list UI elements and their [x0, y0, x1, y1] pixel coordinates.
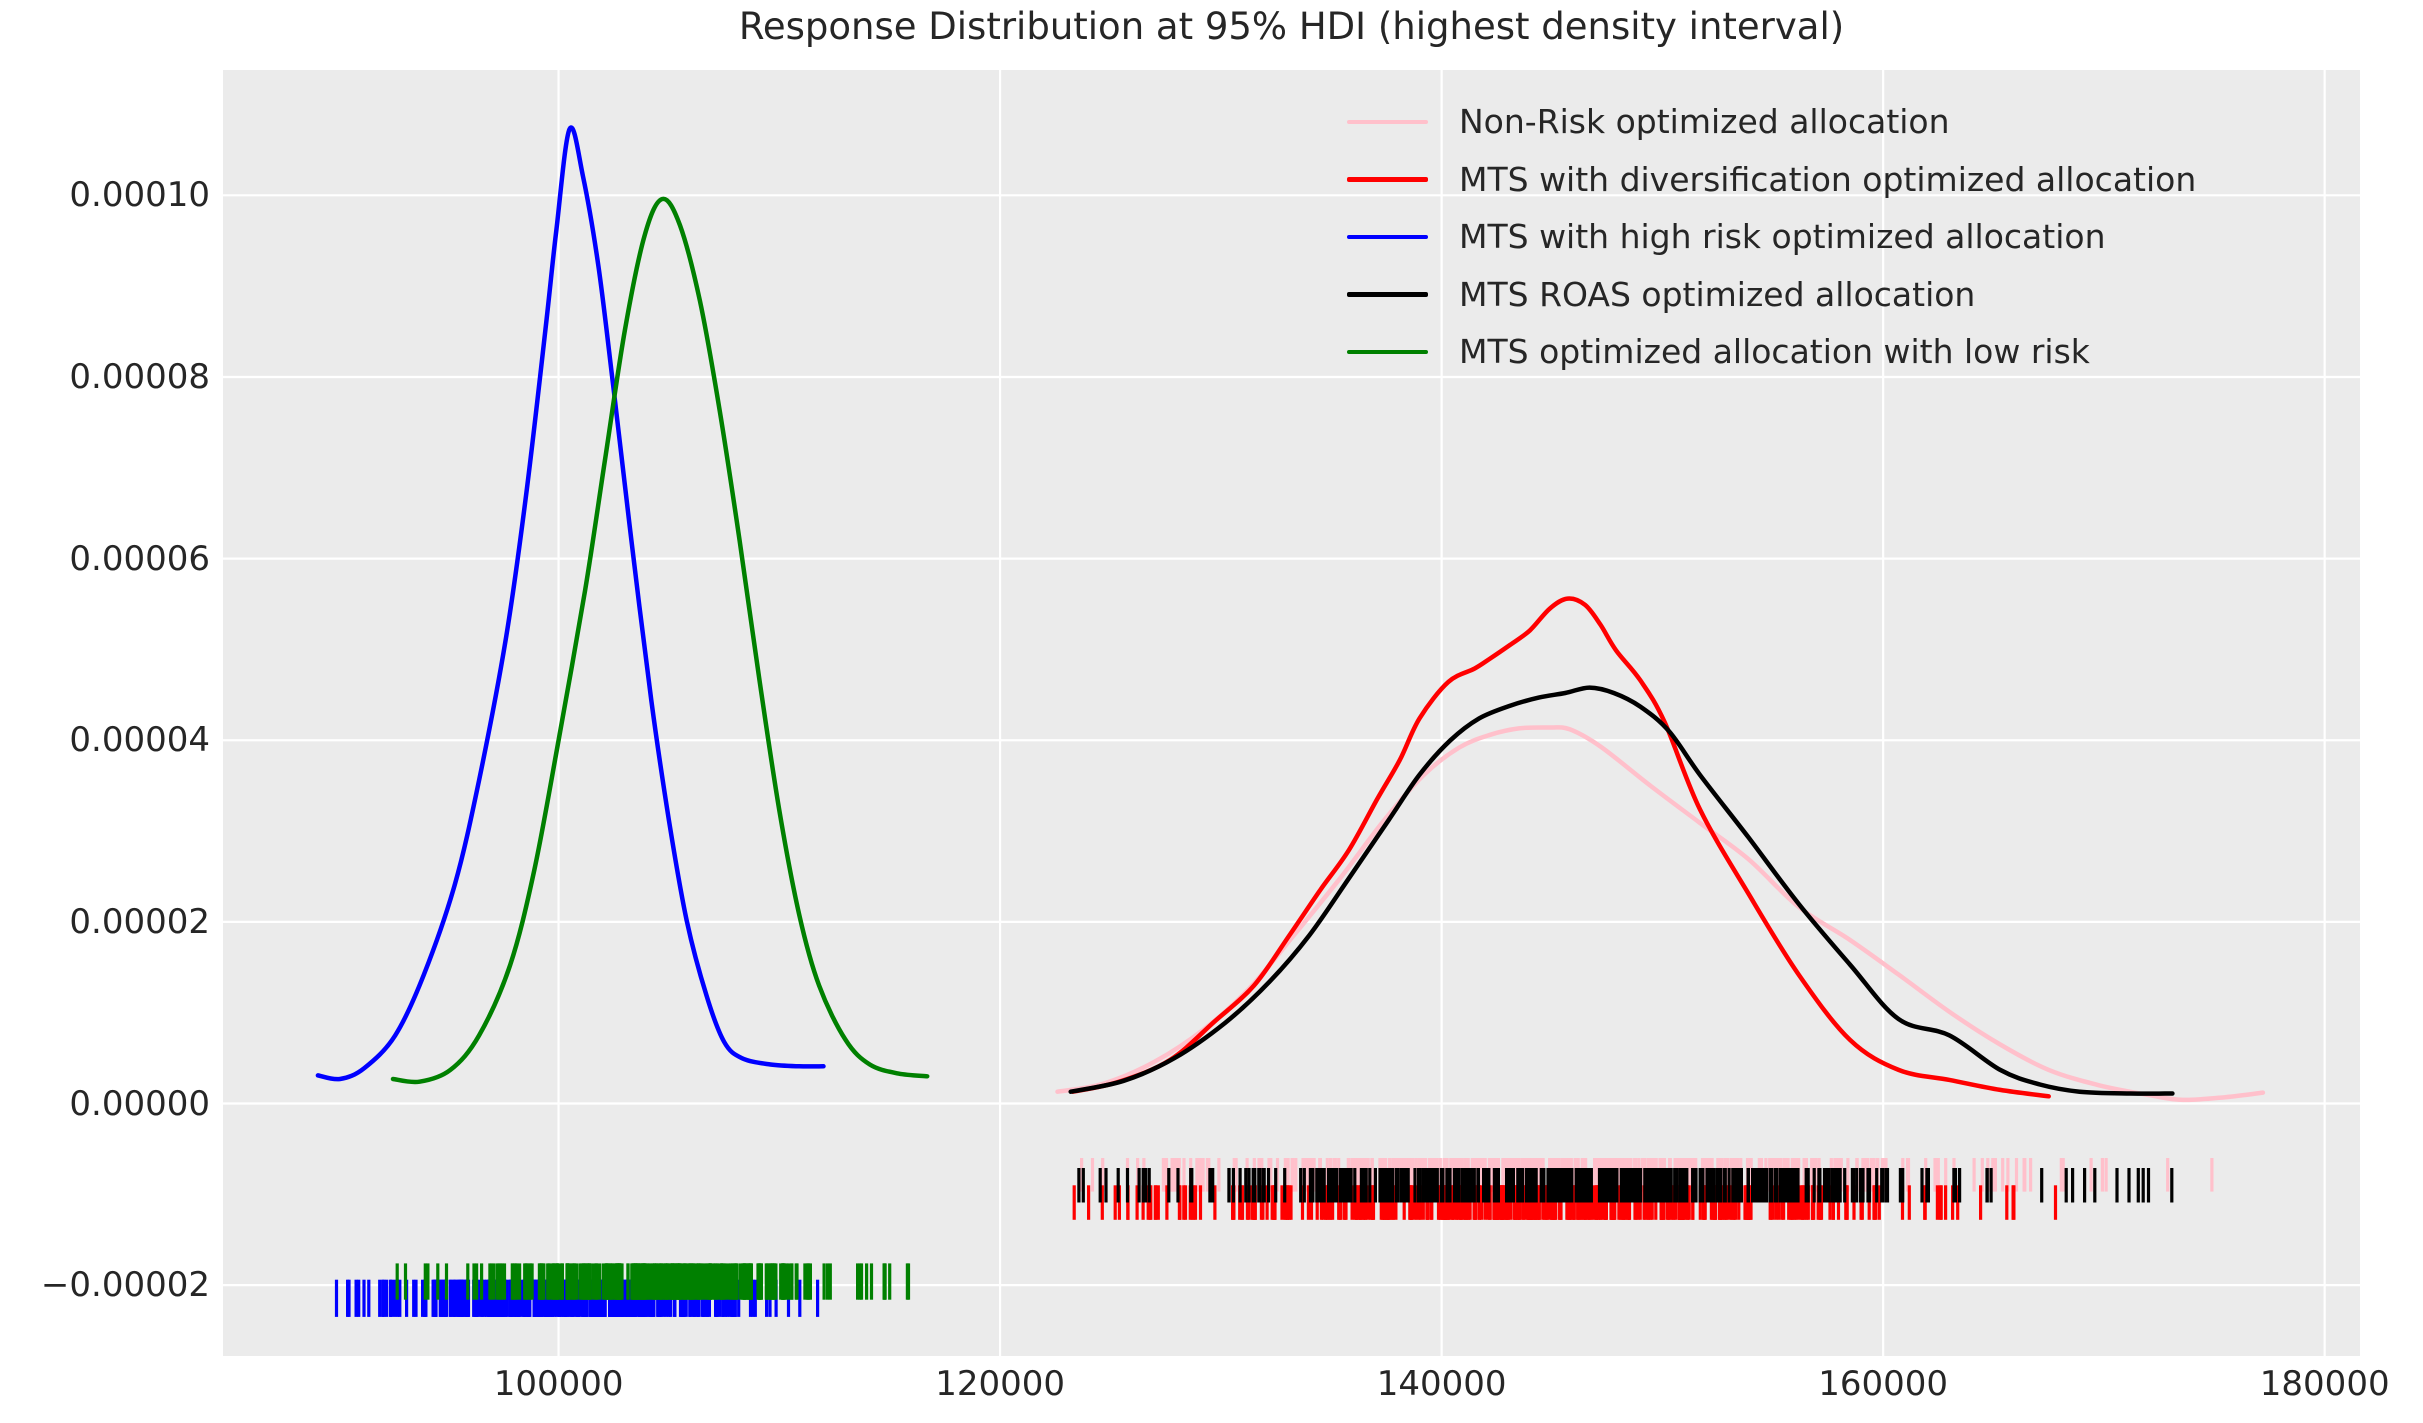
x-tick-label-2: 140000: [1376, 1364, 1507, 1404]
legend-label-1: MTS with diversification optimized alloc…: [1459, 159, 2197, 199]
legend-line-sample-1: [1347, 177, 1428, 182]
plot-background: [223, 70, 2360, 1356]
legend-line-sample-4: [1347, 349, 1428, 354]
legend-label-3: MTS ROAS optimized allocation: [1459, 274, 1976, 314]
legend-label-4: MTS optimized allocation with low risk: [1459, 332, 2090, 372]
kde-curve-1: [1070, 596, 2051, 1099]
legend-item-2: MTS with high risk optimized allocation: [1347, 208, 2196, 266]
y-tick-label-0: 0.00010: [69, 175, 210, 216]
x-tick-label-3: 160000: [1818, 1364, 1948, 1404]
y-tick-label-1: 0.00008: [69, 357, 210, 397]
legend-label-0: Non-Risk optimized allocation: [1459, 102, 1950, 142]
y-tick-label-5: 0.00000: [69, 1083, 210, 1124]
kde-curve-3: [1068, 685, 2175, 1096]
legend-line-sample-0: [1347, 119, 1428, 124]
rug-marks-4: [395, 1263, 911, 1300]
kde-curve-2: [315, 125, 826, 1082]
legend-item-4: MTS optimized allocation with low risk: [1347, 323, 2196, 381]
x-tick-label-1: 120000: [935, 1364, 1065, 1404]
rug-marks-3: [1077, 1168, 2174, 1203]
legend-line-sample-2: [1347, 234, 1428, 239]
chart-title: Response Distribution at 95% HDI (highes…: [738, 5, 1845, 48]
legend-item-1: MTS with diversification optimized alloc…: [1347, 151, 2196, 209]
y-tick-label-2: 0.00006: [69, 538, 210, 579]
y-tick-label-4: 0.00002: [69, 901, 210, 942]
legend-item-0: Non-Risk optimized allocation: [1347, 93, 2196, 151]
y-tick-label-6: −0.00002: [40, 1265, 210, 1306]
x-tick-label-4: 180000: [2259, 1364, 2390, 1404]
kde-curve-4: [390, 196, 930, 1085]
legend: Non-Risk optimized allocation MTS with di…: [1347, 93, 2196, 381]
x-tick-label-0: 100000: [493, 1364, 624, 1404]
legend-item-3: MTS ROAS optimized allocation: [1347, 266, 2196, 324]
legend-label-2: MTS with high risk optimized allocation: [1459, 217, 2106, 257]
legend-line-sample-3: [1347, 292, 1428, 297]
y-tick-label-3: 0.00004: [69, 720, 210, 761]
